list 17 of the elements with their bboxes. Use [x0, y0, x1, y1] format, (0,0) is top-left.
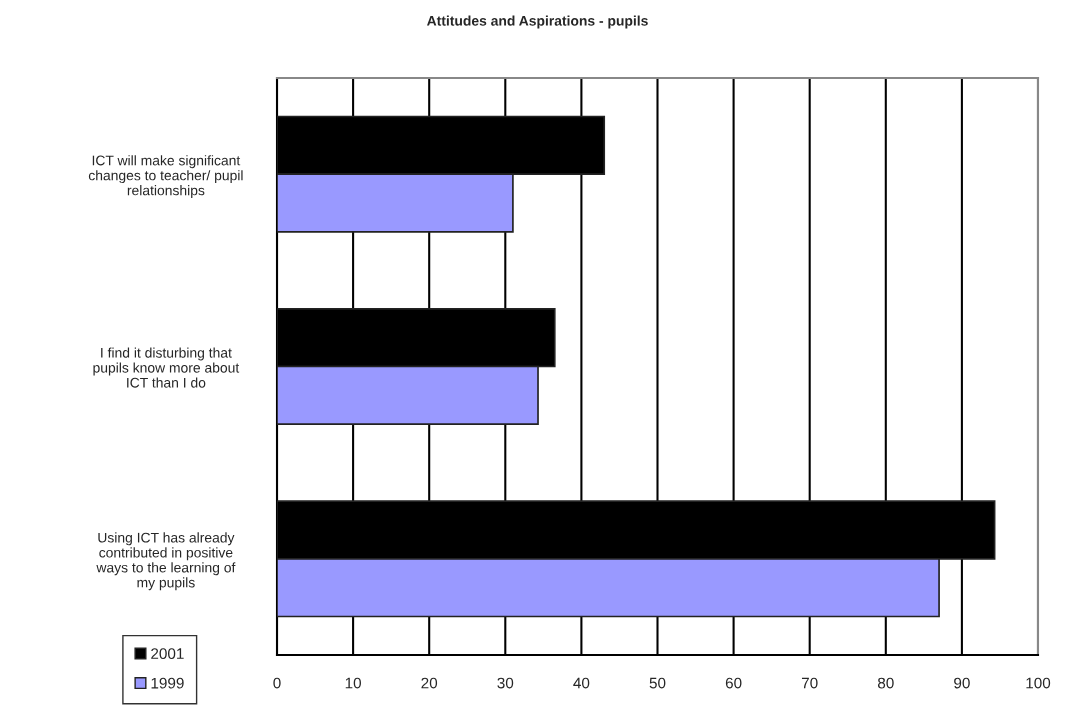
- x-tick-label: 0: [273, 677, 281, 689]
- x-tick-label: 40: [573, 677, 590, 689]
- y-tick-label: I find it disturbing that pupils know more about ICT than I do: [93, 347, 240, 388]
- y-tick-label: ICT will make significant changes to teacher/ pupil relationships: [88, 155, 243, 199]
- chart-title: Attitudes and Aspirations - pupils: [427, 15, 648, 29]
- x-tick-label: 10: [345, 677, 361, 689]
- y-tick-label: Using ICT has already contributed in positive ways to the learning of my pupils: [96, 532, 236, 591]
- legend-label: 1999: [151, 677, 184, 689]
- x-tick-label: 90: [954, 677, 970, 689]
- x-tick-label: 60: [725, 677, 742, 689]
- x-tick-label: 50: [649, 677, 666, 689]
- x-tick-label: 20: [421, 677, 438, 689]
- x-tick-label: 100: [1026, 677, 1051, 689]
- legend-label: 2001: [151, 648, 184, 660]
- x-tick-label: 70: [801, 677, 818, 689]
- x-tick-label: 80: [877, 677, 894, 689]
- x-tick-label: 30: [497, 677, 514, 689]
